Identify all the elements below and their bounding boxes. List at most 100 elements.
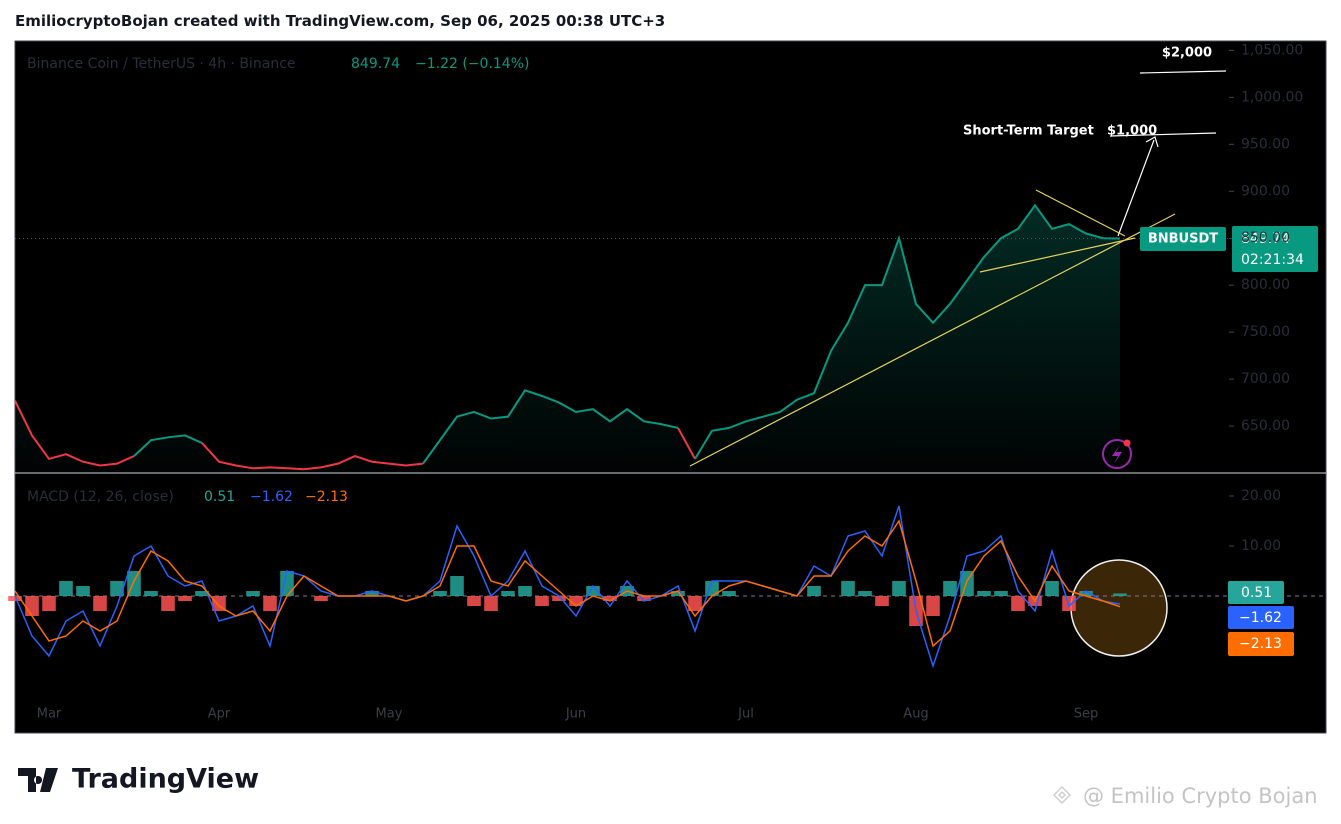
histogram-bar — [501, 591, 515, 596]
histogram-bar — [161, 596, 175, 611]
x-tick-label: Apr — [208, 707, 231, 722]
x-tick-label: Mar — [37, 707, 62, 722]
trendline — [979, 237, 1136, 273]
histogram-bar — [637, 596, 651, 601]
histogram-bar — [59, 581, 73, 596]
histogram-bar — [42, 596, 56, 611]
histogram-bar — [535, 596, 549, 606]
y-tick-label: 20.00 — [1241, 488, 1281, 504]
macd-badge — [1228, 606, 1294, 629]
annotation: Short-Term Target — [963, 124, 1094, 139]
histogram-bar — [25, 596, 39, 616]
macd-title: MACD (12, 26, close) — [27, 489, 174, 505]
x-tick-label: Sep — [1074, 707, 1099, 722]
y-tick-label: 650.00 — [1241, 418, 1290, 434]
alert-dot — [1123, 439, 1131, 447]
annotation: $2,000 — [1162, 46, 1212, 61]
signal-badge-text: −2.13 — [1239, 636, 1282, 652]
histogram-bar — [841, 581, 855, 596]
macd-legend-macd: −1.62 — [250, 489, 293, 505]
histogram-bar — [365, 591, 379, 596]
macd-line — [14, 505, 1121, 669]
y-tick-label: 950.00 — [1241, 136, 1290, 152]
x-tick-label: Aug — [903, 707, 928, 722]
y-tick-label: 850.00 — [1241, 230, 1290, 246]
trendline — [689, 213, 1176, 467]
macd-badge-text: −1.62 — [1239, 610, 1282, 626]
price-area — [15, 205, 1120, 473]
header-text: EmiliocryptoBojan created with TradingVi… — [15, 12, 666, 30]
histogram-bar — [552, 596, 566, 601]
histogram-bar — [246, 591, 260, 596]
histogram-bar — [195, 591, 209, 596]
histogram-bar — [8, 596, 22, 601]
histogram-bar — [110, 581, 124, 596]
histogram-bar — [484, 596, 498, 611]
y-tick-label: 900.00 — [1241, 183, 1290, 199]
histogram-bar — [722, 591, 736, 596]
watermark: @ Emilio Crypto Bojan — [1083, 784, 1318, 808]
histogram-bar — [603, 596, 617, 601]
histogram-bar — [688, 596, 702, 611]
legend-price: 849.74 — [351, 56, 400, 72]
x-tick-label: Jul — [737, 707, 754, 722]
histogram-bar — [858, 591, 872, 596]
histogram-bar — [263, 596, 277, 611]
target-line — [1139, 70, 1227, 74]
histogram-bar — [807, 586, 821, 596]
hist-badge — [1228, 581, 1284, 604]
price-line — [677, 427, 696, 460]
histogram-bar — [467, 596, 481, 606]
price-line — [133, 434, 203, 457]
histogram-bar — [875, 596, 889, 606]
histogram-bar — [1011, 596, 1025, 611]
arrow-head — [1145, 136, 1159, 148]
price-line — [201, 442, 424, 471]
y-tick-label: 1,050.00 — [1241, 42, 1303, 58]
tradingview-logo: TradingView — [18, 764, 259, 795]
histogram-bar — [892, 581, 906, 596]
price-line — [14, 400, 135, 467]
histogram-bar — [1079, 591, 1093, 596]
histogram-bar — [1045, 581, 1059, 596]
logo-mark — [18, 768, 58, 792]
histogram-bar — [671, 591, 685, 596]
histogram-bar — [943, 581, 957, 596]
y-tick-label: 750.00 — [1241, 324, 1290, 340]
countdown-text: 02:21:34 — [1241, 252, 1304, 268]
price-line — [422, 389, 679, 465]
symbol-badge — [1140, 227, 1226, 251]
histogram-bar — [314, 596, 328, 601]
price-line — [694, 203, 1121, 460]
x-tick-label: Jun — [565, 707, 586, 722]
legend-change: −1.22 (−0.14%) — [415, 56, 529, 72]
target-arrow — [1117, 139, 1155, 237]
histogram-bar — [93, 596, 107, 611]
histogram-bar — [569, 596, 583, 606]
y-tick-label: 10.00 — [1241, 538, 1281, 554]
price-badge — [1232, 226, 1318, 272]
symbol-badge-text: BNBUSDT — [1148, 232, 1218, 247]
price-badge-text: 849.74 — [1241, 231, 1290, 247]
y-tick-label: 1,000.00 — [1241, 89, 1303, 105]
x-tick-label: May — [376, 707, 403, 722]
logo-text: TradingView — [72, 764, 259, 795]
signal-badge — [1228, 632, 1294, 656]
trendline — [1035, 189, 1126, 237]
annotation: $1,000 — [1107, 124, 1157, 139]
hist-badge-text: 0.51 — [1241, 585, 1272, 601]
macd-line — [14, 519, 1121, 648]
macd-legend-signal: −2.13 — [305, 489, 348, 505]
histogram-bar — [994, 591, 1008, 596]
highlight-circle — [1070, 559, 1168, 657]
target-line — [1109, 132, 1217, 137]
histogram-bar — [926, 596, 940, 616]
alert-icon[interactable] — [1102, 439, 1132, 469]
histogram-bar — [1113, 593, 1127, 596]
histogram-bar — [144, 591, 158, 596]
histogram-bar — [433, 591, 447, 596]
alert-bolt — [1112, 445, 1122, 464]
histogram-bar — [280, 571, 294, 596]
